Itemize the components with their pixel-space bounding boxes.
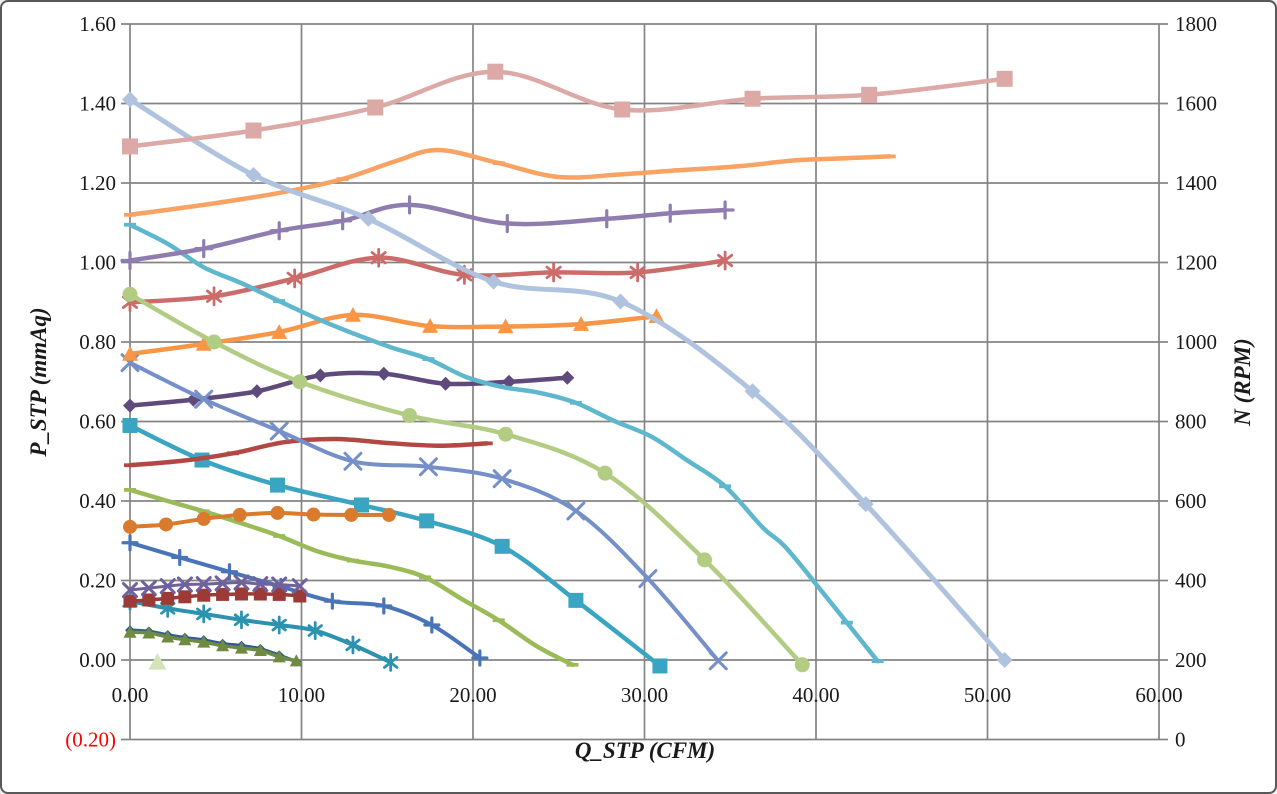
x-tick-label: 60.00	[1135, 683, 1182, 707]
x-tick-label: 0.00	[112, 683, 149, 707]
y-left-tick-label: 1.20	[79, 171, 116, 195]
series-orange-circle-n	[123, 505, 396, 534]
series-navy-plus-pq	[121, 534, 489, 667]
series-darkred-square-n	[123, 587, 307, 608]
y-left-tick-label: 1.60	[79, 12, 116, 36]
series-palegreen-triangle-n	[148, 652, 167, 670]
x-tick-label: 20.00	[449, 683, 496, 707]
x-tick-label: 50.00	[964, 683, 1011, 707]
y-left-tick-label: (0.20)	[65, 728, 116, 752]
y-right-tick-label: 0	[1175, 728, 1186, 752]
series-purple-plus-n	[120, 195, 735, 271]
y-left-tick-label: 1.00	[79, 251, 116, 275]
series-red-asterisk-n	[121, 247, 734, 313]
y-left-tick-label: 0.20	[79, 569, 116, 593]
series-darkgreen-triangle-pq	[123, 625, 303, 667]
x-tick-label: 40.00	[792, 683, 839, 707]
y-right-tick-label: 1000	[1175, 330, 1217, 354]
series-orange-dash-n	[124, 147, 896, 218]
y-left-tick-label: 1.40	[79, 92, 116, 116]
y-right-tick-label: 1600	[1175, 92, 1217, 116]
series-olive-dash-pq	[124, 487, 579, 668]
y-right-tick-label: 400	[1175, 569, 1207, 593]
series-lightgreen-circle-pq	[122, 286, 810, 673]
y-right-tick-label: 1800	[1175, 12, 1217, 36]
series-cyan-dash-pq	[124, 222, 884, 664]
x-tick-label: 30.00	[621, 683, 668, 707]
y-right-tick-label: 1200	[1175, 251, 1217, 275]
series-darkred-dash-n	[124, 436, 493, 468]
y-left-tick-label: 0.00	[79, 648, 116, 672]
y-left-tick-label: 0.40	[79, 489, 116, 513]
series-pink-square-n	[122, 63, 1013, 155]
y-left-tick-label: 0.60	[79, 410, 116, 434]
y-right-tick-label: 200	[1175, 648, 1207, 672]
y-right-tick-label: 800	[1175, 410, 1207, 434]
series-lightblue-diamond-pq	[122, 91, 1013, 668]
y-right-tick-label: 1400	[1175, 171, 1217, 195]
series-purple-x-n	[122, 574, 308, 599]
x-tick-label: 10.00	[278, 683, 325, 707]
y-left-tick-label: 0.80	[79, 330, 116, 354]
y-right-tick-label: 600	[1175, 489, 1207, 513]
